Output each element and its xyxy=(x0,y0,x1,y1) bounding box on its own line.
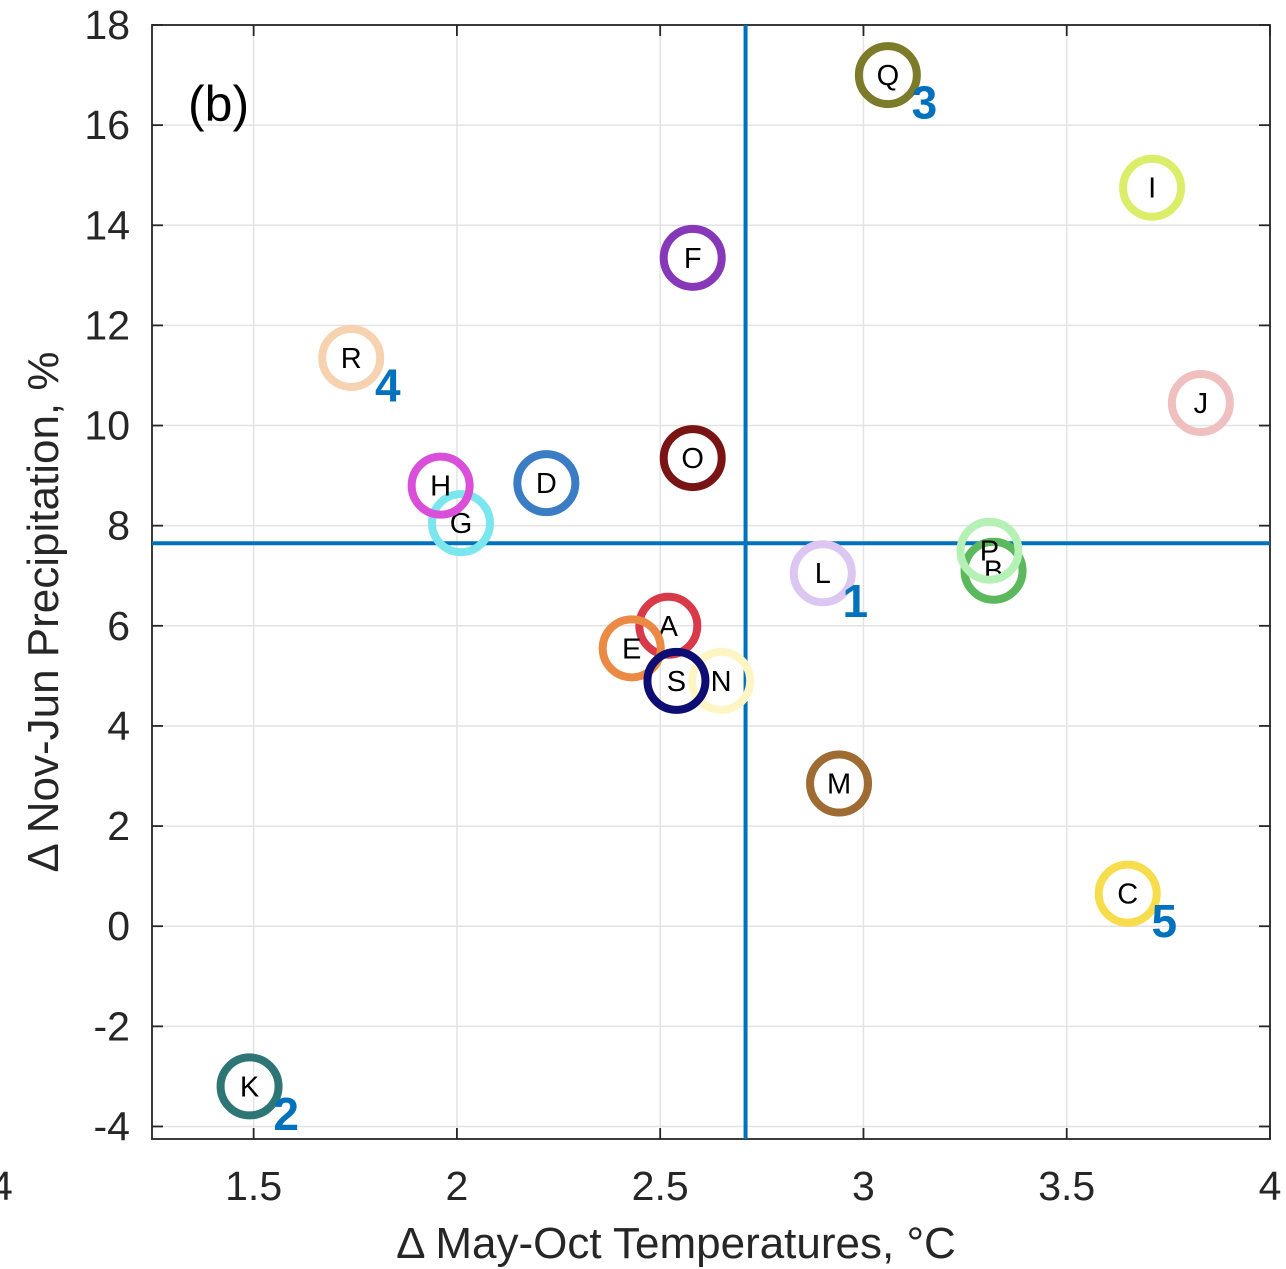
point-label: G xyxy=(450,508,473,540)
point-marker xyxy=(688,647,755,714)
point-f: F xyxy=(659,224,726,291)
annotations: 1 2 3 4 5 xyxy=(273,77,1177,1140)
point-label: S xyxy=(667,666,686,698)
point-l: L xyxy=(789,540,856,607)
x-tick-label: 3.5 xyxy=(1038,1163,1095,1209)
point-label: F xyxy=(684,243,702,275)
y-tick-label: 12 xyxy=(84,302,130,348)
point-marker xyxy=(427,490,494,557)
y-axis-title: Δ Nov-Jun Precipitation, % xyxy=(19,352,68,873)
point-q: Q xyxy=(854,42,921,109)
point-c: C xyxy=(1094,860,1161,927)
point-g: G xyxy=(427,490,494,557)
point-marker xyxy=(1167,370,1234,437)
y-tick-label: 4 xyxy=(107,703,130,749)
point-marker xyxy=(789,540,856,607)
annotation-number: 1 xyxy=(843,575,869,627)
x-axis-title: Δ May-Oct Temperatures, °C xyxy=(396,1219,956,1268)
point-o: O xyxy=(659,425,726,492)
point-label: N xyxy=(711,666,732,698)
y-tick-label: 8 xyxy=(107,503,130,549)
x-tick-label: 1.5 xyxy=(225,1163,282,1209)
point-marker xyxy=(318,324,385,391)
point-marker xyxy=(216,1053,283,1120)
point-k: K xyxy=(216,1053,283,1120)
partial-x-tick-label: 4 xyxy=(0,1163,13,1209)
y-tick-label: 10 xyxy=(84,403,130,449)
point-r: R xyxy=(318,324,385,391)
y-tick-label: -2 xyxy=(94,1003,130,1049)
point-marker xyxy=(1094,860,1161,927)
point-marker xyxy=(1119,154,1186,221)
point-h: H xyxy=(407,452,474,519)
point-n: N xyxy=(688,647,755,714)
point-label: P xyxy=(980,536,999,568)
y-tick-label: 6 xyxy=(107,603,130,649)
point-marker xyxy=(513,450,580,517)
point-label: M xyxy=(827,769,851,801)
plot-frame xyxy=(151,24,1271,1140)
panel-label: (b) xyxy=(188,76,249,132)
point-label: H xyxy=(430,471,451,503)
point-j: J xyxy=(1167,370,1234,437)
point-marker xyxy=(854,42,921,109)
x-tick-label: 3 xyxy=(852,1163,875,1209)
point-marker xyxy=(407,452,474,519)
x-tick-label: 4 xyxy=(1259,1163,1282,1209)
y-tick-label: 16 xyxy=(84,102,130,148)
point-marker xyxy=(643,647,710,714)
y-tick-label: 0 xyxy=(107,903,130,949)
point-i: I xyxy=(1119,154,1186,221)
point-label: O xyxy=(681,443,704,475)
point-label: E xyxy=(622,633,641,665)
annotation-number: 3 xyxy=(912,77,938,129)
point-d: D xyxy=(513,450,580,517)
reference-lines xyxy=(152,25,1270,1139)
point-label: L xyxy=(815,558,831,590)
x-tick-label: 2 xyxy=(446,1163,469,1209)
x-tick-label: 2.5 xyxy=(632,1163,689,1209)
point-marker xyxy=(806,750,873,817)
point-m: M xyxy=(806,750,873,817)
point-label: K xyxy=(240,1071,260,1103)
y-tick-label: -4 xyxy=(94,1103,130,1149)
point-label: D xyxy=(536,468,557,500)
annotation-number: 4 xyxy=(375,359,401,411)
point-label: A xyxy=(659,611,679,643)
annotation-number: 2 xyxy=(273,1088,299,1140)
y-tick-label: 14 xyxy=(84,202,130,248)
point-marker xyxy=(659,425,726,492)
point-label: C xyxy=(1117,879,1138,911)
point-e: E xyxy=(598,615,665,682)
grid-layer xyxy=(152,24,1271,1139)
point-marker xyxy=(598,615,665,682)
point-label: R xyxy=(341,343,362,375)
point-label: Q xyxy=(877,60,900,92)
y-tick-label: 18 xyxy=(84,2,130,48)
y-tick-label: 2 xyxy=(107,803,130,849)
point-marker xyxy=(956,517,1023,584)
point-label: I xyxy=(1148,173,1156,205)
point-s: S xyxy=(643,647,710,714)
point-marker xyxy=(659,224,726,291)
point-label: J xyxy=(1194,388,1209,420)
point-p: P xyxy=(956,517,1023,584)
annotation-number: 5 xyxy=(1152,895,1178,947)
